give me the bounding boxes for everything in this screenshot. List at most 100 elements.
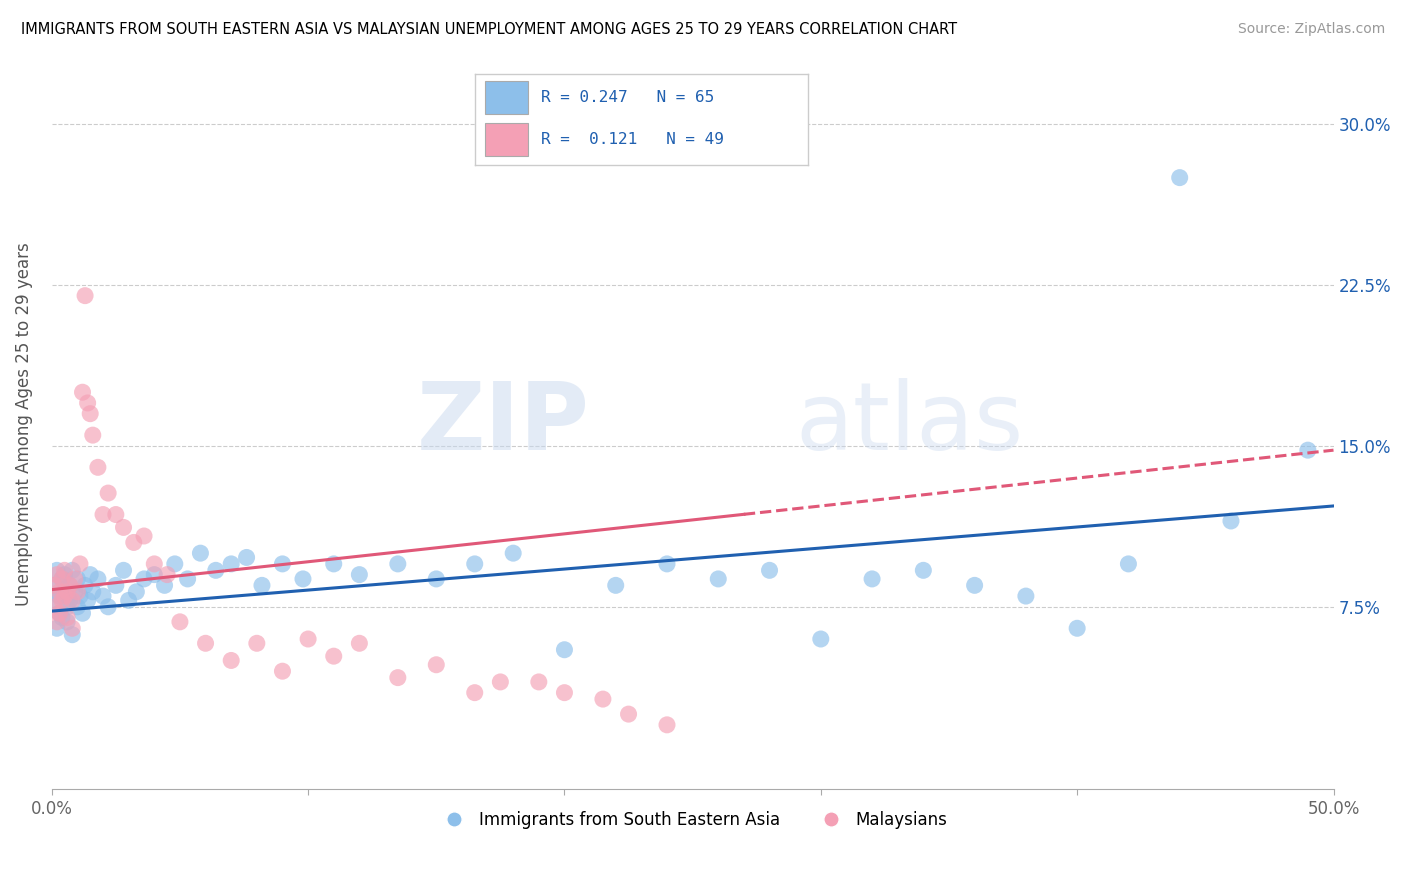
Point	[464, 557, 486, 571]
Point	[53, 589, 76, 603]
Point	[76, 593, 98, 607]
Point	[322, 557, 344, 571]
Point	[153, 578, 176, 592]
Point	[297, 632, 319, 646]
Point	[60, 563, 83, 577]
Point	[204, 563, 226, 577]
Point	[387, 671, 409, 685]
Point	[48, 607, 70, 621]
Point	[69, 557, 91, 571]
Point	[176, 572, 198, 586]
Point	[553, 686, 575, 700]
Point	[66, 572, 89, 586]
Point	[87, 572, 110, 586]
Point	[45, 615, 67, 629]
Point	[250, 578, 273, 592]
Point	[97, 599, 120, 614]
Point	[112, 563, 135, 577]
Point	[60, 593, 83, 607]
Point	[291, 572, 314, 586]
Point	[60, 628, 83, 642]
Point	[132, 529, 155, 543]
Point	[56, 615, 79, 629]
Point	[349, 567, 371, 582]
Point	[387, 557, 409, 571]
Text: Source: ZipAtlas.com: Source: ZipAtlas.com	[1237, 22, 1385, 37]
Point	[51, 572, 73, 586]
Point	[66, 584, 89, 599]
Point	[76, 396, 98, 410]
Text: atlas: atlas	[796, 378, 1024, 470]
Point	[104, 508, 127, 522]
Point	[553, 642, 575, 657]
Point	[79, 567, 101, 582]
Point	[912, 563, 935, 577]
Point	[48, 607, 70, 621]
Point	[91, 508, 114, 522]
Point	[1118, 557, 1140, 571]
Point	[72, 607, 94, 621]
Point	[69, 589, 91, 603]
Point	[425, 572, 447, 586]
Point	[810, 632, 832, 646]
Point	[169, 615, 191, 629]
Point	[425, 657, 447, 672]
Point	[56, 610, 79, 624]
Point	[235, 550, 257, 565]
Point	[605, 578, 627, 592]
Point	[53, 563, 76, 577]
Point	[45, 563, 67, 577]
Point	[464, 686, 486, 700]
Point	[56, 584, 79, 599]
Point	[143, 557, 166, 571]
Point	[97, 486, 120, 500]
Point	[194, 636, 217, 650]
Point	[82, 428, 104, 442]
Point	[59, 593, 82, 607]
Legend: Immigrants from South Eastern Asia, Malaysians: Immigrants from South Eastern Asia, Mala…	[432, 805, 955, 836]
Point	[112, 520, 135, 534]
Point	[271, 557, 294, 571]
Text: ZIP: ZIP	[418, 378, 591, 470]
Point	[51, 593, 73, 607]
Point	[655, 718, 678, 732]
Y-axis label: Unemployment Among Ages 25 to 29 years: Unemployment Among Ages 25 to 29 years	[15, 243, 32, 607]
Point	[51, 572, 73, 586]
Point	[963, 578, 986, 592]
Point	[527, 674, 550, 689]
Point	[72, 385, 94, 400]
Point	[163, 557, 186, 571]
Point	[707, 572, 730, 586]
Point	[59, 578, 82, 592]
Point	[118, 593, 141, 607]
Point	[59, 578, 82, 592]
Point	[63, 572, 86, 586]
Point	[48, 584, 70, 599]
Point	[219, 653, 242, 667]
Point	[1296, 443, 1319, 458]
Point	[82, 584, 104, 599]
Point	[75, 578, 97, 592]
Point	[655, 557, 678, 571]
Point	[190, 546, 212, 560]
Point	[271, 664, 294, 678]
Point	[502, 546, 524, 560]
Point	[79, 407, 101, 421]
Point	[125, 584, 148, 599]
Point	[44, 578, 66, 592]
Point	[758, 563, 780, 577]
Point	[1015, 589, 1038, 603]
Point	[66, 599, 89, 614]
Point	[44, 599, 66, 614]
Point	[219, 557, 242, 571]
Point	[53, 567, 76, 582]
Point	[617, 707, 640, 722]
Point	[44, 578, 66, 592]
Point	[53, 584, 76, 599]
Point	[87, 460, 110, 475]
Point	[63, 584, 86, 599]
Point	[48, 589, 70, 603]
Point	[75, 288, 97, 302]
Point	[489, 674, 512, 689]
Text: IMMIGRANTS FROM SOUTH EASTERN ASIA VS MALAYSIAN UNEMPLOYMENT AMONG AGES 25 TO 29: IMMIGRANTS FROM SOUTH EASTERN ASIA VS MA…	[21, 22, 957, 37]
